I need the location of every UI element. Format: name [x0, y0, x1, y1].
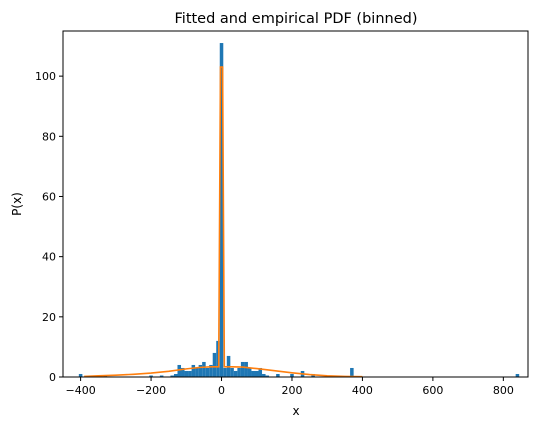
histogram-bar-23: [237, 367, 241, 377]
histogram-bar-14: [205, 367, 210, 377]
histogram-bar-22: [233, 370, 238, 377]
y-tick-label: 20: [42, 311, 56, 324]
x-tick-label: 200: [281, 384, 302, 397]
histogram-bar-29: [258, 367, 263, 377]
histogram-bar-9: [188, 370, 192, 377]
chart-title: Fitted and empirical PDF (binned): [175, 11, 418, 27]
x-axis-ticks: −400 −200 0 200 400 600 800: [66, 377, 514, 397]
histogram-bar-3: [159, 375, 164, 377]
histogram-bar-28: [254, 370, 259, 377]
x-tick-label: 800: [493, 384, 514, 397]
histogram-bar-24: [240, 361, 245, 377]
x-axis-label: x: [292, 404, 299, 418]
y-tick-label: 60: [42, 190, 56, 203]
histogram-bar-12: [198, 364, 203, 377]
histogram-bar-26: [247, 367, 252, 377]
histogram-bar-6: [177, 364, 182, 377]
histogram-bar-21: [230, 367, 234, 377]
histogram-bar-18: [219, 43, 224, 377]
histogram-bar-2: [149, 375, 153, 377]
histogram-bar-27: [251, 370, 255, 377]
y-axis-label: P(x): [10, 192, 24, 216]
histogram-bar-19: [223, 367, 227, 377]
y-tick-label: 40: [42, 251, 56, 264]
histogram-bar-30: [262, 373, 266, 377]
histogram-bar-4: [170, 375, 174, 377]
histogram-bar-32: [276, 373, 280, 377]
histogram-bar-16: [212, 352, 217, 377]
histogram-bar-15: [209, 364, 213, 377]
histogram-bar-8: [184, 370, 189, 377]
histogram-bar-36: [350, 367, 354, 377]
fitted-pdf-line-group: [84, 66, 363, 378]
histogram-bar-13: [202, 361, 206, 377]
histogram-bars: [78, 43, 520, 377]
y-axis-ticks: 0 20 40 60 80 100: [35, 70, 63, 384]
x-tick-label: −400: [66, 384, 96, 397]
x-tick-label: 0: [218, 384, 225, 397]
histogram-bar-0: [78, 373, 83, 377]
y-tick-label: 100: [35, 70, 56, 83]
x-tick-label: 600: [422, 384, 443, 397]
fitted-pdf-line: [84, 66, 363, 378]
histogram-bar-5: [173, 373, 178, 377]
x-tick-label: −200: [136, 384, 166, 397]
histogram-bar-33: [290, 373, 294, 377]
plot-area-frame: [62, 30, 529, 378]
histogram-bar-37: [515, 373, 520, 377]
y-tick-label: 0: [49, 371, 56, 384]
histogram-bar-7: [181, 367, 185, 377]
x-tick-label: 400: [352, 384, 373, 397]
histogram-bar-10: [191, 364, 196, 377]
histogram-bar-31: [265, 375, 270, 377]
histogram-bar-11: [195, 367, 199, 377]
y-tick-label: 80: [42, 130, 56, 143]
histogram-bar-25: [244, 361, 248, 377]
